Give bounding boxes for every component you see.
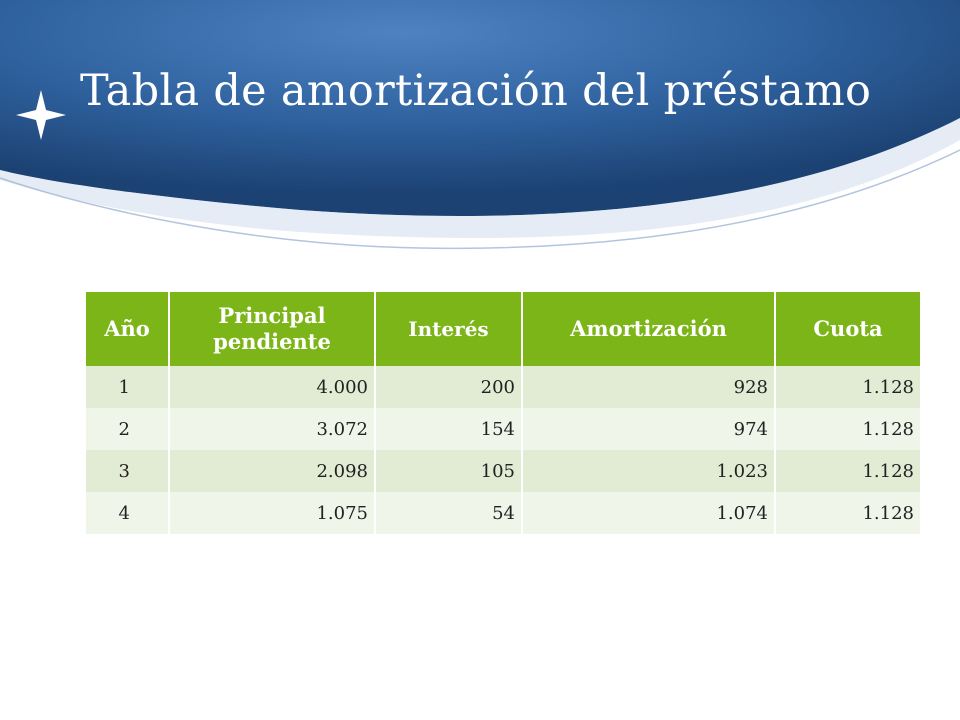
cell-principal: 3.072 (169, 408, 376, 450)
cell-year: 4 (86, 492, 170, 534)
header-principal: Principal pendiente (169, 292, 376, 366)
table-header-row: Año Principal pendiente Interés Amortiza… (86, 292, 920, 366)
cell-principal: 2.098 (169, 450, 376, 492)
cell-interest: 105 (375, 450, 523, 492)
table-row: 2 3.072 154 974 1.128 (86, 408, 920, 450)
header-payment: Cuota (775, 292, 920, 366)
header-banner (0, 0, 960, 250)
table-row: 4 1.075 54 1.074 1.128 (86, 492, 920, 534)
cell-amortization: 1.074 (522, 492, 776, 534)
cell-amortization: 928 (522, 366, 776, 408)
cell-payment: 1.128 (775, 450, 920, 492)
header-interest: Interés (375, 292, 523, 366)
cell-interest: 154 (375, 408, 523, 450)
cell-principal: 4.000 (169, 366, 376, 408)
table-row: 3 2.098 105 1.023 1.128 (86, 450, 920, 492)
four-point-star-icon (16, 90, 66, 140)
header-amortization: Amortización (522, 292, 776, 366)
cell-year: 2 (86, 408, 170, 450)
header-year: Año (86, 292, 170, 366)
cell-payment: 1.128 (775, 366, 920, 408)
cell-principal: 1.075 (169, 492, 376, 534)
cell-interest: 200 (375, 366, 523, 408)
amortization-table: Año Principal pendiente Interés Amortiza… (86, 292, 920, 534)
cell-amortization: 1.023 (522, 450, 776, 492)
slide-title: Tabla de amortización del préstamo (80, 66, 872, 116)
cell-payment: 1.128 (775, 492, 920, 534)
cell-interest: 54 (375, 492, 523, 534)
cell-year: 1 (86, 366, 170, 408)
cell-payment: 1.128 (775, 408, 920, 450)
cell-amortization: 974 (522, 408, 776, 450)
table-row: 1 4.000 200 928 1.128 (86, 366, 920, 408)
cell-year: 3 (86, 450, 170, 492)
